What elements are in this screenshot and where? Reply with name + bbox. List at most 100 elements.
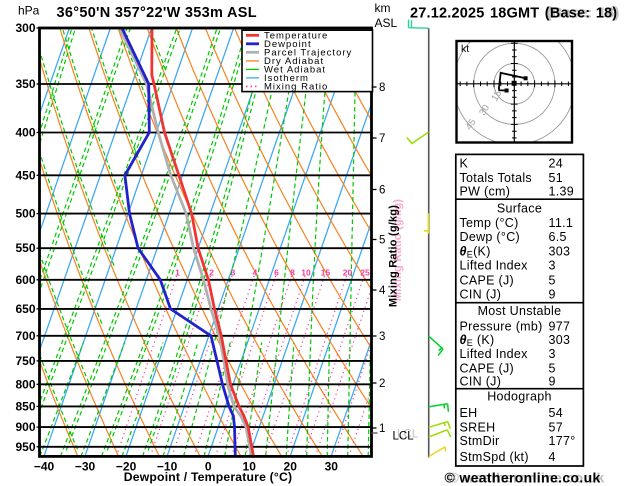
svg-text:600: 600	[15, 273, 35, 287]
svg-text:1.39: 1.39	[549, 184, 575, 198]
svg-text:57: 57	[549, 420, 564, 434]
svg-text:Parcel Trajectory: Parcel Trajectory	[264, 48, 352, 59]
svg-text:4: 4	[379, 285, 386, 297]
svg-text:LCL: LCL	[393, 431, 415, 443]
svg-text:Pressure (mb): Pressure (mb)	[460, 320, 543, 334]
svg-text:CIN (J): CIN (J)	[460, 288, 502, 302]
svg-text:25: 25	[360, 268, 370, 278]
svg-text:15: 15	[321, 268, 331, 278]
svg-text:30: 30	[477, 103, 492, 118]
svg-text:51: 51	[549, 171, 564, 185]
svg-text:CAPE (J): CAPE (J)	[460, 273, 515, 287]
svg-text:500: 500	[15, 207, 35, 221]
svg-text:EH: EH	[460, 406, 478, 420]
svg-text:45: 45	[464, 117, 479, 132]
svg-text:Temp (°C): Temp (°C)	[460, 216, 519, 230]
svg-text:StmDir: StmDir	[460, 434, 500, 448]
svg-text:Dewp (°C): Dewp (°C)	[460, 230, 520, 244]
svg-text:700: 700	[15, 329, 35, 343]
svg-text:30: 30	[325, 460, 339, 474]
svg-text:350: 350	[15, 77, 35, 91]
svg-text:0: 0	[205, 460, 212, 474]
svg-text:3: 3	[379, 331, 385, 343]
svg-text:Mixing Ratio: Mixing Ratio	[264, 82, 328, 93]
svg-text:3: 3	[549, 259, 556, 273]
svg-text:CAPE (J): CAPE (J)	[460, 362, 515, 376]
svg-text:km: km	[375, 1, 391, 15]
svg-text:5: 5	[549, 273, 556, 287]
svg-text:300: 300	[15, 21, 35, 35]
svg-text:303: 303	[549, 244, 571, 258]
svg-text:5: 5	[379, 235, 385, 247]
svg-text:SREH: SREH	[460, 420, 496, 434]
svg-text:−20: −20	[116, 460, 137, 474]
svg-text:CIN (J): CIN (J)	[460, 375, 502, 389]
svg-text:StmSpd (kt): StmSpd (kt)	[460, 450, 529, 464]
svg-text:Mixing Ratio (g/kg): Mixing Ratio (g/kg)	[388, 205, 400, 307]
svg-text:10: 10	[243, 460, 257, 474]
svg-text:Mixing Ratio (g/kg): Mixing Ratio (g/kg)	[392, 199, 404, 301]
svg-text:PW (cm): PW (cm)	[460, 184, 511, 198]
svg-text:6: 6	[274, 268, 279, 278]
svg-text:(Base: 18): (Base: 18)	[547, 6, 620, 22]
svg-text:900: 900	[15, 420, 35, 434]
svg-text:24: 24	[549, 157, 564, 171]
svg-text:Dry Adiabat: Dry Adiabat	[264, 56, 324, 67]
svg-text:977: 977	[549, 320, 571, 334]
svg-text:15: 15	[489, 89, 504, 104]
svg-text:−40: −40	[34, 460, 55, 474]
svg-text:Lifted Index: Lifted Index	[460, 347, 529, 361]
svg-text:θE(K): θE(K)	[460, 244, 491, 259]
svg-text:850: 850	[15, 399, 35, 413]
svg-text:177°: 177°	[549, 434, 576, 448]
svg-text:8: 8	[379, 82, 385, 94]
svg-text:hPa: hPa	[18, 4, 40, 18]
svg-text:Surface: Surface	[497, 202, 542, 216]
svg-text:LCL: LCL	[397, 429, 419, 441]
svg-text:20: 20	[343, 268, 353, 278]
svg-text:θE (K): θE (K)	[460, 333, 495, 348]
svg-text:7: 7	[379, 133, 385, 145]
svg-text:Totals Totals: Totals Totals	[460, 171, 532, 185]
svg-text:Dewpoint: Dewpoint	[264, 39, 312, 50]
svg-text:9: 9	[549, 375, 556, 389]
svg-text:650: 650	[15, 302, 35, 316]
svg-text:5: 5	[549, 362, 556, 376]
svg-text:950: 950	[15, 440, 35, 454]
svg-text:550: 550	[15, 241, 35, 255]
svg-text:36°50'N 357°22'W 353m ASL: 36°50'N 357°22'W 353m ASL	[57, 5, 257, 21]
svg-text:800: 800	[15, 377, 35, 391]
svg-text:6.5: 6.5	[549, 230, 567, 244]
svg-text:kt: kt	[461, 43, 469, 55]
svg-text:400: 400	[15, 126, 35, 140]
svg-text:Most Unstable: Most Unstable	[478, 304, 562, 318]
svg-text:Wet Adiabat: Wet Adiabat	[264, 65, 326, 76]
svg-text:1: 1	[175, 268, 180, 278]
svg-text:11.1: 11.1	[549, 216, 574, 230]
svg-text:3: 3	[231, 268, 236, 278]
svg-text:9: 9	[549, 288, 556, 302]
svg-text:Hodograph: Hodograph	[487, 390, 552, 404]
svg-text:303: 303	[549, 333, 571, 347]
svg-text:Dewpoint / Temperature (°C): Dewpoint / Temperature (°C)	[124, 470, 293, 484]
svg-text:−10: −10	[157, 460, 178, 474]
svg-text:4: 4	[549, 450, 556, 464]
svg-text:10: 10	[301, 268, 311, 278]
svg-text:450: 450	[15, 168, 35, 182]
svg-text:6: 6	[379, 185, 385, 197]
svg-text:−30: −30	[75, 460, 96, 474]
svg-text:2: 2	[379, 378, 385, 390]
svg-text:K: K	[460, 157, 469, 171]
svg-text:Lifted Index: Lifted Index	[460, 259, 529, 273]
svg-text:3: 3	[549, 347, 556, 361]
svg-text:2: 2	[209, 268, 214, 278]
svg-text:54: 54	[549, 406, 564, 420]
svg-text:4: 4	[253, 268, 258, 278]
svg-text:ASL: ASL	[375, 16, 398, 30]
svg-text:© weatheronline.co.uk: © weatheronline.co.uk	[449, 470, 605, 486]
svg-text:1: 1	[379, 423, 385, 435]
svg-text:8: 8	[290, 268, 295, 278]
svg-text:Temperature: Temperature	[264, 31, 328, 42]
svg-text:Isotherm: Isotherm	[264, 73, 309, 84]
svg-text:© weatheronline.co.uk: © weatheronline.co.uk	[445, 470, 601, 486]
